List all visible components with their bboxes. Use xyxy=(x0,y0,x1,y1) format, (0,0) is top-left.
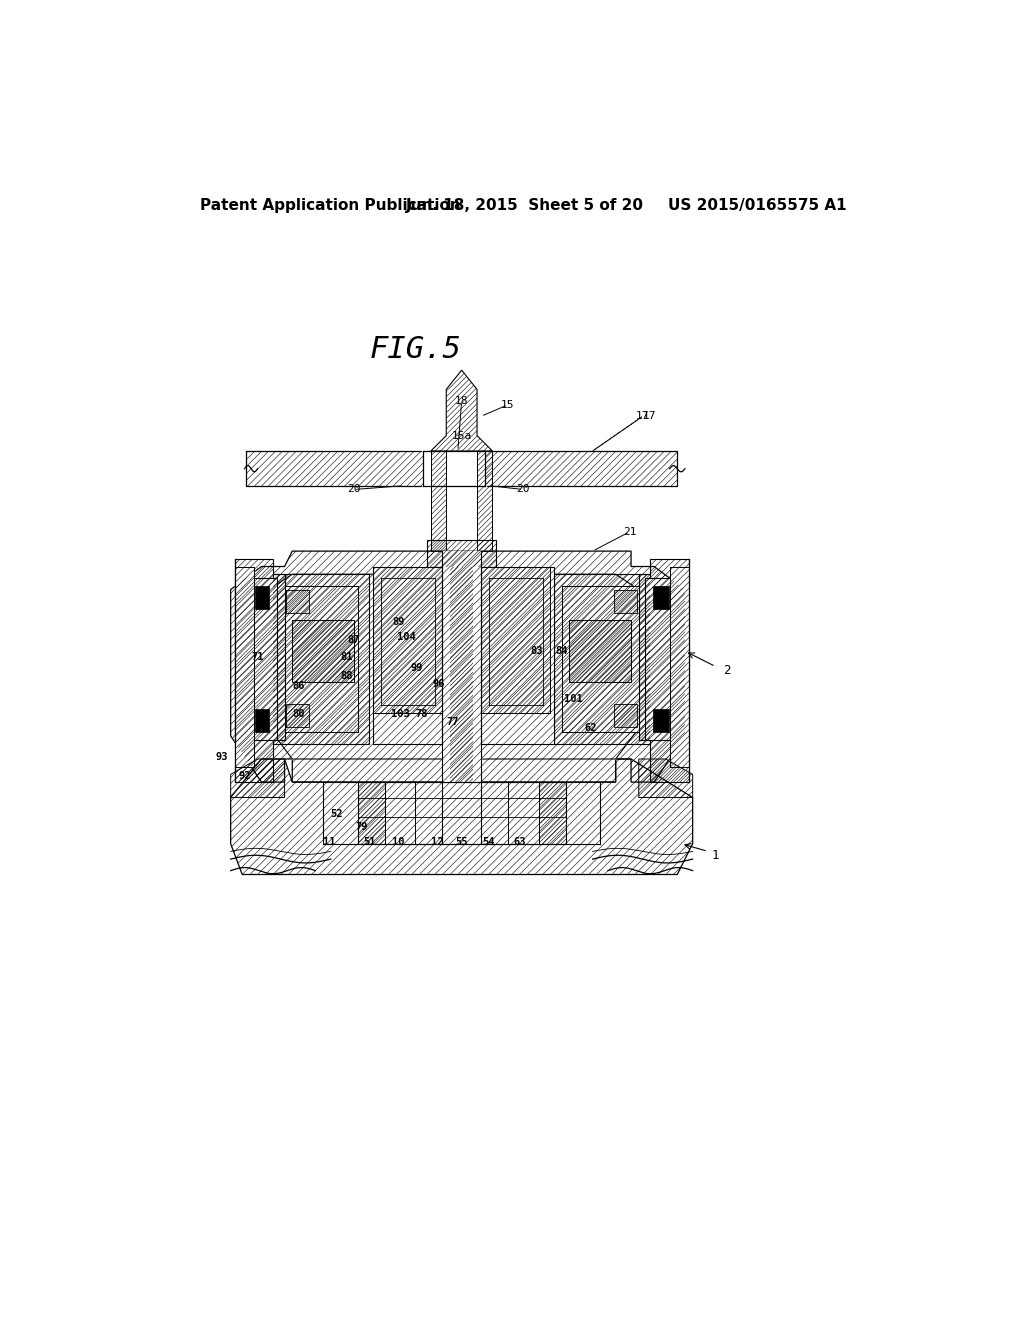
Bar xyxy=(243,586,269,609)
Text: 15: 15 xyxy=(501,400,515,409)
Polygon shape xyxy=(230,552,685,781)
Bar xyxy=(645,578,687,739)
Text: 103: 103 xyxy=(391,709,410,719)
Bar xyxy=(670,566,689,767)
Polygon shape xyxy=(569,620,631,682)
Polygon shape xyxy=(554,574,650,743)
Polygon shape xyxy=(269,574,639,759)
Polygon shape xyxy=(484,451,677,486)
Polygon shape xyxy=(639,759,692,797)
Text: 54: 54 xyxy=(482,837,495,847)
Text: 77: 77 xyxy=(446,717,459,727)
Text: 15a: 15a xyxy=(452,430,472,441)
Text: 87: 87 xyxy=(347,635,360,644)
Bar xyxy=(422,449,486,487)
Text: 81: 81 xyxy=(340,652,352,663)
Text: 78: 78 xyxy=(416,709,428,719)
Text: 71: 71 xyxy=(251,652,264,663)
Polygon shape xyxy=(481,566,550,713)
Bar xyxy=(381,578,435,705)
Text: 20: 20 xyxy=(347,484,360,495)
Polygon shape xyxy=(477,451,493,552)
Text: 17: 17 xyxy=(643,412,656,421)
Polygon shape xyxy=(451,566,473,781)
Text: Jun. 18, 2015  Sheet 5 of 20: Jun. 18, 2015 Sheet 5 of 20 xyxy=(406,198,644,214)
Bar xyxy=(234,578,276,739)
Polygon shape xyxy=(357,781,385,843)
Bar xyxy=(373,566,442,743)
Text: 51: 51 xyxy=(364,837,376,847)
Polygon shape xyxy=(431,370,493,451)
Text: 84: 84 xyxy=(555,647,568,656)
Text: 10: 10 xyxy=(392,837,404,847)
Text: FIG.5: FIG.5 xyxy=(370,335,461,364)
Polygon shape xyxy=(230,759,692,875)
Polygon shape xyxy=(427,540,497,566)
Text: 1: 1 xyxy=(712,849,720,862)
Text: 79: 79 xyxy=(355,822,368,832)
Text: 52: 52 xyxy=(331,809,343,820)
Bar xyxy=(562,586,639,733)
Polygon shape xyxy=(373,566,442,713)
Polygon shape xyxy=(614,704,637,726)
Text: 2: 2 xyxy=(724,664,731,677)
Polygon shape xyxy=(234,558,285,781)
Text: 80: 80 xyxy=(292,709,305,719)
Polygon shape xyxy=(614,590,637,612)
Text: 20: 20 xyxy=(516,484,530,495)
Bar xyxy=(652,586,680,609)
Text: Patent Application Publication: Patent Application Publication xyxy=(200,198,461,214)
Polygon shape xyxy=(273,574,370,743)
Text: 104: 104 xyxy=(397,632,416,643)
Text: 83: 83 xyxy=(530,647,544,656)
Polygon shape xyxy=(431,451,446,552)
Text: 12: 12 xyxy=(431,837,443,847)
Text: US 2015/0165575 A1: US 2015/0165575 A1 xyxy=(668,198,847,214)
Polygon shape xyxy=(292,620,354,682)
Text: 11: 11 xyxy=(323,837,336,847)
Polygon shape xyxy=(639,558,689,781)
Polygon shape xyxy=(539,781,565,843)
Polygon shape xyxy=(246,451,423,486)
Polygon shape xyxy=(286,590,309,612)
Bar xyxy=(285,586,357,733)
Text: 92: 92 xyxy=(239,771,251,781)
Text: 17: 17 xyxy=(636,412,649,421)
Text: 63: 63 xyxy=(513,837,525,847)
FancyBboxPatch shape xyxy=(323,781,600,843)
Text: 55: 55 xyxy=(456,837,468,847)
Text: 99: 99 xyxy=(411,663,423,673)
Bar xyxy=(243,709,269,733)
Text: 62: 62 xyxy=(585,723,597,733)
Text: 86: 86 xyxy=(292,681,305,690)
Polygon shape xyxy=(286,704,309,726)
Text: 18: 18 xyxy=(455,396,468,407)
Text: 96: 96 xyxy=(432,678,444,689)
Text: 101: 101 xyxy=(564,694,583,704)
Text: 93: 93 xyxy=(215,752,227,763)
Bar xyxy=(488,578,543,705)
Bar xyxy=(357,781,565,843)
Bar xyxy=(234,566,254,767)
Bar xyxy=(652,709,680,733)
Polygon shape xyxy=(230,759,285,797)
Text: 21: 21 xyxy=(623,527,636,537)
Text: 88: 88 xyxy=(340,671,352,681)
Bar xyxy=(442,552,481,843)
Bar xyxy=(481,566,554,743)
Text: 89: 89 xyxy=(392,616,404,627)
